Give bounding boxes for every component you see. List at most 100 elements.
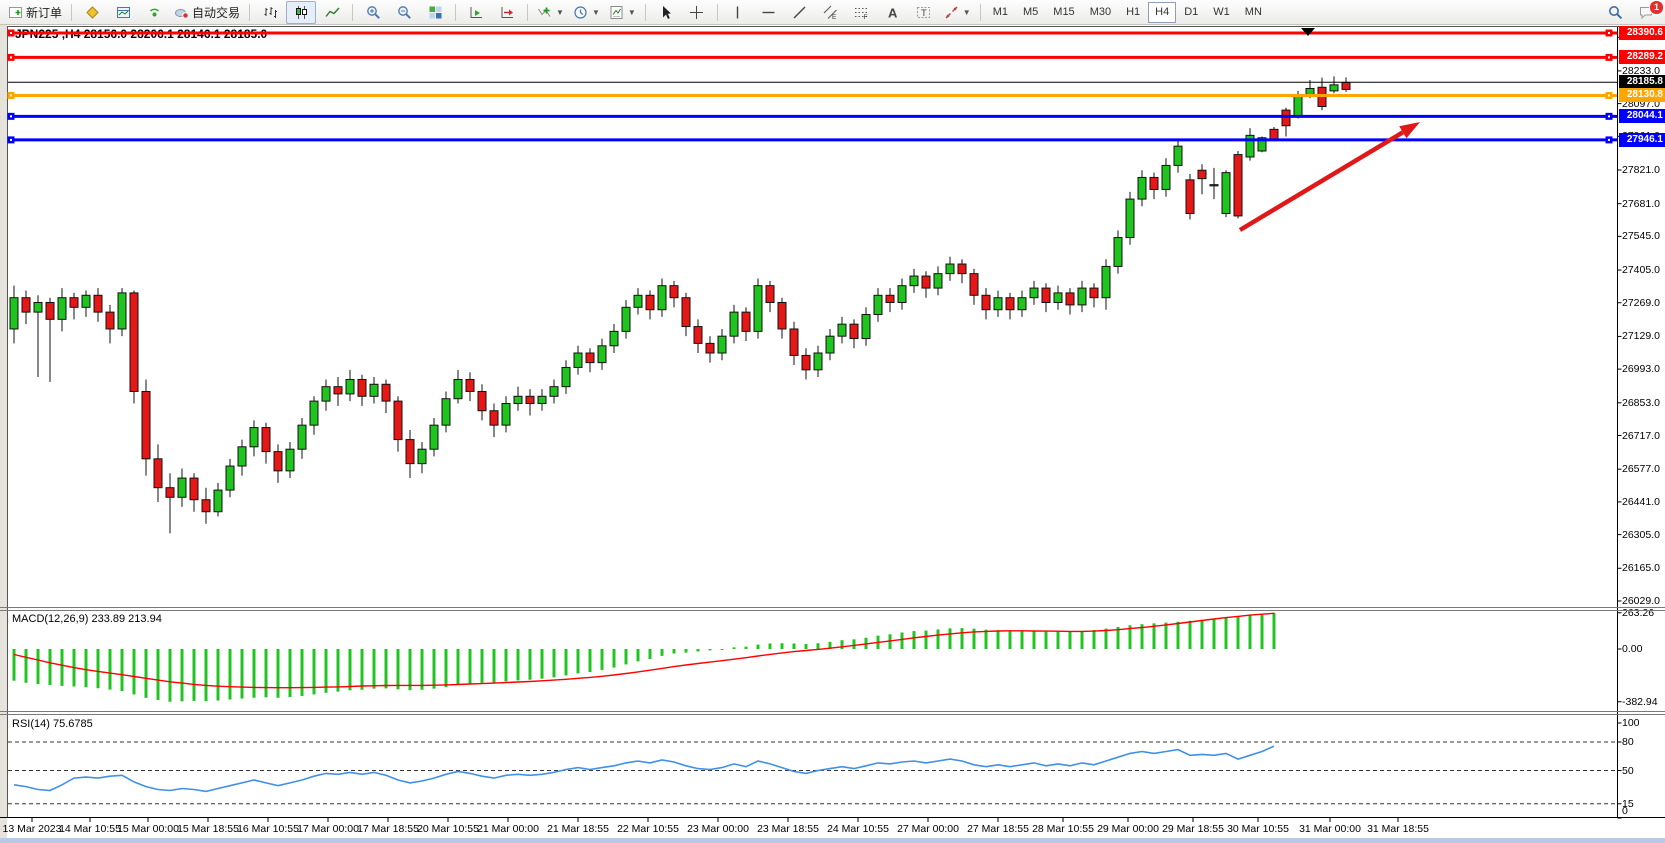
periods-button[interactable]: ▼ <box>569 1 604 24</box>
macd-histogram-bar <box>1008 630 1012 649</box>
macd-histogram-bar <box>228 649 232 700</box>
market-watch-button[interactable] <box>77 1 107 24</box>
chart-shift-marker[interactable] <box>1301 28 1315 36</box>
trendline-button[interactable] <box>785 1 815 24</box>
hline-icon <box>761 5 776 20</box>
window-bottom-border <box>0 838 1665 843</box>
autotrading-button[interactable]: 自动交易 <box>170 1 244 24</box>
templates-button[interactable]: ▼ <box>605 1 640 24</box>
macd-axis-label: 263.26 <box>1622 606 1655 619</box>
candle-body <box>249 427 259 448</box>
macd-histogram-bar <box>1080 631 1084 649</box>
candle-body <box>777 302 787 330</box>
search-button[interactable] <box>1600 1 1630 24</box>
candle-body <box>105 311 115 330</box>
text-label-button[interactable]: T <box>909 1 939 24</box>
macd-histogram-bar <box>1236 616 1240 649</box>
macd-histogram-bar <box>1056 631 1060 649</box>
time-axis-label: 22 Mar 10:55 <box>617 823 679 835</box>
cursor-button[interactable] <box>651 1 681 24</box>
candle-body <box>69 297 79 308</box>
macd-histogram-bar <box>612 649 616 668</box>
data-window-button[interactable] <box>108 1 138 24</box>
time-axis-label: 29 Mar 18:55 <box>1162 823 1224 835</box>
autotrading-icon <box>174 5 189 20</box>
candle-body <box>345 378 355 395</box>
candle-body <box>1329 84 1339 92</box>
macd-histogram-bar <box>300 649 304 696</box>
timeframe-button-h4[interactable]: H4 <box>1148 1 1177 23</box>
timeframe-button-d1[interactable]: D1 <box>1184 6 1199 18</box>
fibonacci-button[interactable]: F <box>847 1 877 24</box>
macd-histogram-bar <box>192 649 196 701</box>
candle-body <box>141 390 151 460</box>
macd-histogram-bar <box>768 643 772 649</box>
macd-histogram-bar <box>180 649 184 702</box>
shapes-button[interactable]: ▼ <box>940 1 975 24</box>
zoom-out-button[interactable] <box>389 1 419 24</box>
timeframe-button-m5[interactable]: M5 <box>1023 6 1039 18</box>
macd-histogram-bar <box>1128 625 1132 649</box>
crosshair-button[interactable] <box>682 1 712 24</box>
macd-histogram-bar <box>660 649 664 656</box>
text-icon: A <box>885 5 900 20</box>
indicators-button[interactable]: ▼ <box>533 1 568 24</box>
toolbar-separator <box>352 3 354 21</box>
new-order-button[interactable]: 新订单 <box>4 1 66 24</box>
hline-handle-center <box>1608 32 1610 34</box>
signals-button[interactable] <box>139 1 169 24</box>
macd-histogram-bar <box>216 649 220 701</box>
timeframe-button-m15[interactable]: M15 <box>1053 6 1075 18</box>
candlestick-button[interactable] <box>286 0 317 24</box>
macd-signal-line <box>13 612 1275 689</box>
candle-body <box>285 448 295 472</box>
macd-histogram-bar <box>420 649 424 690</box>
channel-button[interactable]: E <box>816 1 846 24</box>
line-chart-button[interactable] <box>317 1 347 24</box>
macd-histogram-bar <box>828 641 832 649</box>
dropdown-arrow-icon: ▼ <box>962 7 971 17</box>
time-axis-label: 27 Mar 18:55 <box>967 823 1029 835</box>
candle-body <box>189 477 199 501</box>
timeframe-button-m30[interactable]: M30 <box>1089 6 1112 18</box>
macd-histogram-bar <box>720 649 724 650</box>
auto-scroll-button[interactable] <box>461 1 491 24</box>
trend-arrow-head[interactable] <box>1399 122 1420 139</box>
candle-body <box>1341 81 1351 90</box>
candle-body <box>993 297 1003 311</box>
hline-handle-center <box>1608 94 1610 97</box>
macd-histogram-bar <box>240 649 244 699</box>
macd-histogram-bar <box>1272 612 1276 649</box>
macd-histogram-bar <box>1092 629 1096 649</box>
time-axis-label: 23 Mar 00:00 <box>687 823 749 835</box>
zoom-in-button[interactable] <box>358 1 388 24</box>
price-axis-tick-label: 26853.0 <box>1622 396 1660 409</box>
indicator-add-icon <box>537 5 552 20</box>
timeframe-button-m1[interactable]: M1 <box>992 6 1008 18</box>
toolbar-separator <box>979 3 981 21</box>
macd-histogram-bar <box>324 649 328 693</box>
time-axis-label: 15 Mar 18:55 <box>177 823 239 835</box>
time-axis-label: 14 Mar 10:55 <box>59 823 121 835</box>
candle-body <box>477 390 487 412</box>
timeframe-button-mn[interactable]: MN <box>1244 6 1262 18</box>
timeframe-button-h1[interactable]: H1 <box>1126 6 1141 18</box>
chart-shift-button[interactable] <box>492 1 522 24</box>
candle-body <box>321 386 331 402</box>
hline-button[interactable] <box>754 1 784 24</box>
label-icon: T <box>916 5 931 20</box>
macd-axis-label: 0.00 <box>1622 643 1643 655</box>
text-button[interactable]: A <box>878 1 908 24</box>
bar-chart-button[interactable] <box>255 1 285 24</box>
tile-windows-button[interactable] <box>420 1 450 24</box>
macd-histogram-bar <box>1152 623 1156 649</box>
macd-histogram-bar <box>840 640 844 649</box>
vline-button[interactable] <box>723 1 753 24</box>
timeframe-button-w1[interactable]: W1 <box>1213 6 1230 18</box>
candle-body <box>1137 176 1147 200</box>
macd-histogram-bar <box>276 649 280 698</box>
chat-button[interactable]: 1 <box>1631 0 1664 24</box>
price-axis-tick-label: 26165.0 <box>1622 562 1660 575</box>
candle-body <box>1125 198 1135 239</box>
